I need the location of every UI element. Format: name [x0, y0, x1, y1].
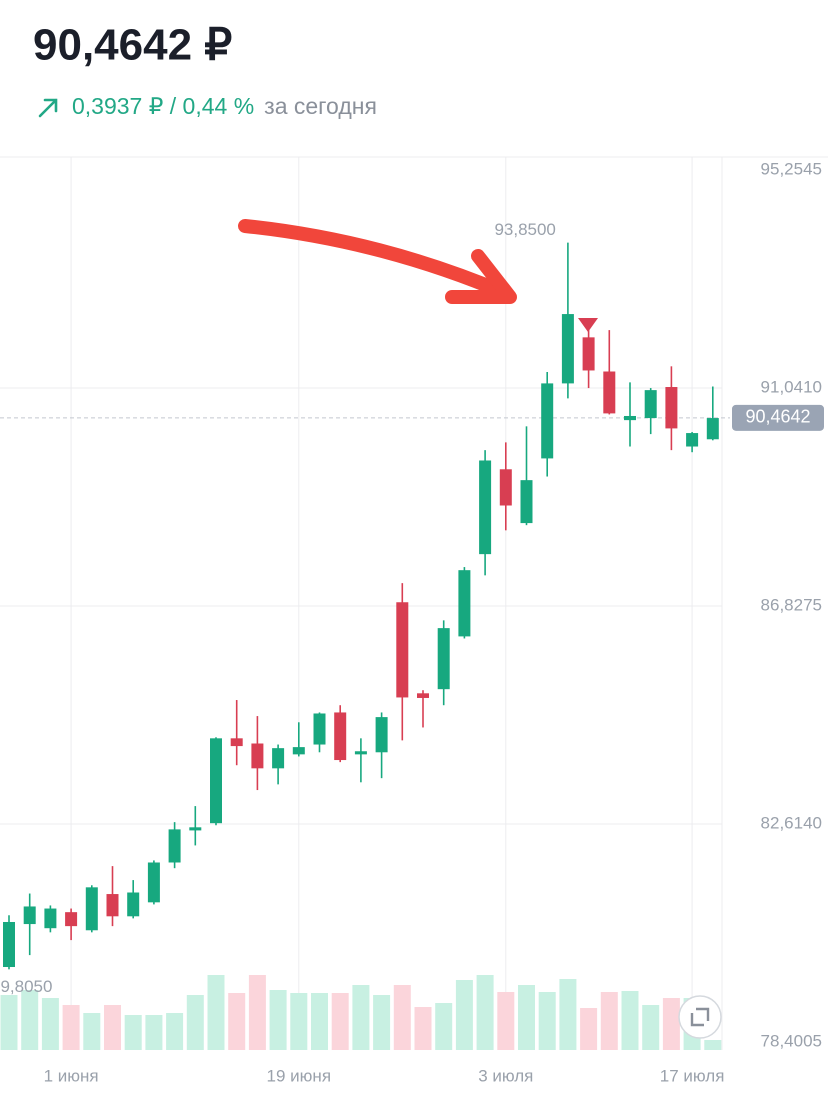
candle-body: [3, 921, 15, 968]
candle-body: [561, 314, 574, 384]
candle-body: [706, 418, 719, 440]
volume-bar: [41, 998, 59, 1050]
candle-body: [603, 371, 616, 414]
y-tick-label: 91,0410: [761, 377, 822, 396]
y-tick-label: 78,4005: [761, 1031, 822, 1050]
candle-body: [437, 628, 450, 690]
candle-body: [230, 738, 243, 747]
period: за сегодня: [264, 93, 377, 119]
volume-bar: [497, 992, 515, 1050]
volume-bar: [435, 1003, 453, 1050]
candle-body: [499, 469, 512, 506]
volume-bar: [104, 1005, 121, 1050]
candle-body: [582, 337, 595, 371]
candle-body: [520, 480, 533, 524]
volume-bar: [704, 1040, 722, 1050]
trend-icon: [38, 98, 58, 118]
volume-bar: [538, 992, 556, 1050]
candle-body: [334, 712, 347, 761]
max-label: 93,8500: [494, 220, 555, 239]
volume-bar: [62, 1005, 80, 1050]
volume-bar: [331, 993, 349, 1050]
volume-bar: [228, 993, 246, 1050]
candle-body: [147, 862, 160, 903]
last-price-label: 90,4642: [745, 407, 810, 427]
y-tick-label: 82,6140: [761, 813, 822, 832]
candle-body: [665, 387, 678, 429]
plot: 95,2545 91,0410 86,8275 82,6140 78,4005 1 июн…: [0, 156, 828, 1085]
x-tick-label: 19 июня: [267, 1066, 331, 1085]
candle-body: [127, 892, 140, 917]
last-price-box: [732, 404, 824, 431]
sell-marker: [578, 318, 598, 332]
candle-body: [272, 748, 285, 769]
candle-body: [44, 908, 57, 929]
candle-body: [624, 415, 636, 421]
candle-body: [251, 743, 264, 769]
candle-body: [65, 912, 78, 927]
volume-bar: [145, 1015, 163, 1050]
price: 90,4642 ₽: [33, 21, 232, 70]
candle-body: [23, 906, 36, 925]
volume-bar: [518, 985, 535, 1050]
candle-body: [168, 829, 181, 863]
min-label: 79,8050: [0, 977, 52, 996]
candle-body: [210, 738, 222, 824]
volume-bar: [476, 975, 494, 1050]
volume-bar: [166, 1013, 184, 1050]
volume-bar: [373, 995, 391, 1050]
candle-body: [417, 693, 429, 698]
candle-body: [189, 827, 202, 831]
volume-bar: [248, 975, 266, 1050]
volume-bar: [600, 992, 618, 1050]
candle-body: [458, 570, 471, 637]
candle-body: [686, 433, 699, 447]
candle-body: [85, 887, 98, 931]
y-tick-label: 95,2545: [761, 159, 822, 178]
candle-body: [644, 390, 657, 419]
candle-body: [479, 460, 492, 555]
candle-body: [541, 383, 554, 459]
volume-bar: [83, 1013, 101, 1050]
volume-bar: [414, 1007, 432, 1050]
volume-bar: [642, 1005, 660, 1050]
volume-bar: [186, 995, 204, 1050]
volume-bar: [0, 995, 18, 1050]
annotation-arrowhead: [445, 249, 517, 304]
y-tick-label: 86,8275: [761, 595, 822, 614]
volume-bar: [269, 990, 287, 1050]
candle-body: [313, 713, 326, 745]
candle-body: [106, 894, 119, 917]
volume-bar: [662, 998, 680, 1050]
candle-body: [292, 747, 305, 755]
volume-bar: [124, 1015, 142, 1050]
volume-bar: [393, 985, 411, 1050]
volume-bar: [290, 993, 308, 1050]
x-tick-label: 17 июля: [660, 1066, 725, 1085]
candle-body: [375, 717, 388, 753]
annotation-arrow: [238, 219, 512, 300]
volume-bar: [207, 975, 225, 1050]
x-tick-label: 3 июля: [478, 1066, 533, 1085]
volume-bar: [311, 993, 328, 1050]
expand-button[interactable]: [678, 995, 722, 1039]
candle-body: [396, 602, 409, 698]
volume-bar: [621, 991, 639, 1050]
volume-bar: [21, 990, 39, 1050]
candle-body: [354, 751, 367, 755]
change: 0,3937 ₽ / 0,44 %: [72, 93, 254, 119]
x-tick-label: 1 июня: [44, 1066, 99, 1085]
volume-bar: [455, 980, 473, 1050]
volume-bar: [559, 979, 577, 1050]
volume-bar: [580, 1008, 598, 1050]
volume-bar: [352, 985, 370, 1050]
